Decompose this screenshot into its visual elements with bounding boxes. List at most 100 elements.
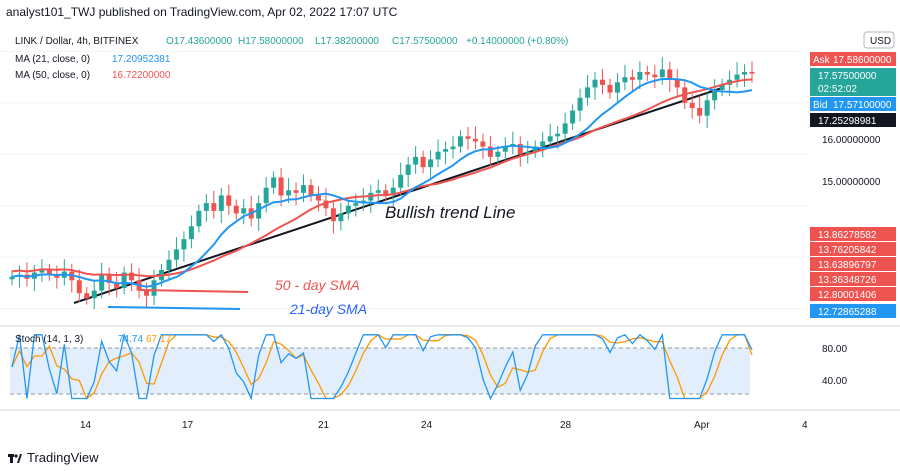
red-level-2: 13.76205842 xyxy=(818,245,877,256)
candle-body xyxy=(278,177,284,196)
candle-body xyxy=(144,290,150,296)
tradingview-brand: TradingView xyxy=(27,450,99,465)
candle-body xyxy=(517,144,523,155)
candle-body xyxy=(39,270,45,273)
candle-body xyxy=(532,146,538,152)
bullish-trend-line xyxy=(73,87,723,304)
candle-body xyxy=(637,72,643,80)
candle-body xyxy=(263,187,269,204)
candle-body xyxy=(121,272,127,288)
close-value: C17.57500000 xyxy=(392,36,458,47)
candle-body xyxy=(390,187,396,196)
candle-body xyxy=(315,195,321,201)
candle-body xyxy=(338,213,344,222)
x-tick-4: 4 xyxy=(802,420,808,431)
x-tick-21: 21 xyxy=(318,420,330,431)
candle-body xyxy=(607,84,613,93)
bid-label: Bid xyxy=(813,100,827,111)
candle-body xyxy=(9,276,15,280)
stoch-d-value: 67.17 xyxy=(146,334,171,345)
change-value: +0.14000000 (+0.80%) xyxy=(466,36,568,47)
candle-body xyxy=(84,293,90,299)
ma50-line xyxy=(11,78,753,278)
candle-body xyxy=(480,141,486,147)
candle-body xyxy=(704,100,710,116)
candle-body xyxy=(540,141,546,147)
price-chart[interactable]: Bullish trend Line 50 - day SMA 21-day S… xyxy=(0,24,900,444)
last-price: 17.57500000 xyxy=(818,71,877,82)
candle-body xyxy=(308,185,314,196)
ma21-legend-label: MA (21, close, 0) xyxy=(15,54,90,65)
high-value: H17.58000000 xyxy=(238,36,304,47)
candle-body xyxy=(734,74,740,80)
candle-body xyxy=(398,174,404,188)
ma21-legend-value: 17.20952381 xyxy=(112,54,171,65)
ma50-legend-label: MA (50, close, 0) xyxy=(15,70,90,81)
footer: TradingView xyxy=(0,444,900,471)
candle-body xyxy=(241,208,247,214)
candle-body xyxy=(644,72,650,75)
candle-body xyxy=(749,72,755,74)
candle-body xyxy=(76,280,82,294)
candle-body xyxy=(151,280,157,296)
red-level-4: 13.36348726 xyxy=(818,275,877,286)
candle-body xyxy=(383,190,389,196)
candle-body xyxy=(450,146,456,150)
candle-body xyxy=(323,200,329,209)
x-tick-17: 17 xyxy=(182,420,194,431)
candle-body xyxy=(435,151,441,160)
candle-body xyxy=(487,146,493,157)
sma50-legend-line xyxy=(139,289,249,293)
stoch-k-value: 74.74 xyxy=(118,334,143,345)
stoch-k-line xyxy=(11,332,753,401)
candle-body xyxy=(405,164,411,175)
currency-label: USD xyxy=(870,36,891,47)
red-level-1: 13.86278582 xyxy=(818,230,877,241)
sma21-legend-line xyxy=(107,306,241,310)
candle-body xyxy=(203,203,209,211)
candle-body xyxy=(652,74,658,78)
stoch-label: Stoch (14, 1, 3) xyxy=(15,334,83,345)
candle-body xyxy=(196,210,202,227)
candle-body xyxy=(719,84,725,90)
stoch-tick-40: 40.00 xyxy=(822,376,847,387)
stoch-band xyxy=(10,348,750,394)
candle-body xyxy=(226,195,232,206)
ask-value: 17.58600000 xyxy=(833,55,892,66)
ma21-tag: 17.25298981 xyxy=(818,116,877,127)
candle-body xyxy=(166,259,172,270)
ma21-tag-box xyxy=(810,113,896,127)
candle-body xyxy=(697,108,703,116)
candle-body xyxy=(547,136,553,142)
candle-body xyxy=(181,239,187,250)
candle-body xyxy=(689,102,695,108)
candle-body xyxy=(614,82,620,93)
stoch-tick-80: 80.00 xyxy=(822,344,847,355)
candle-body xyxy=(188,226,194,240)
candle-body xyxy=(659,69,665,78)
candle-body xyxy=(562,123,568,134)
candle-body xyxy=(173,249,179,260)
candle-body xyxy=(592,79,598,88)
candle-body xyxy=(256,203,262,219)
candle-body xyxy=(345,205,351,214)
red-level-3: 13.63896797 xyxy=(818,260,877,271)
candle-body xyxy=(293,190,299,193)
x-tick-24: 24 xyxy=(421,420,433,431)
candle-body xyxy=(271,177,277,188)
trend-annotation: Bullish trend Line xyxy=(385,203,515,222)
candle-body xyxy=(129,272,135,281)
ma50-legend-value: 16.72200000 xyxy=(112,70,171,81)
candle-body xyxy=(742,72,748,75)
bid-value: 17.57100000 xyxy=(833,100,892,111)
candle-body xyxy=(555,133,561,137)
currency-button[interactable] xyxy=(863,31,895,49)
candle-body xyxy=(375,190,381,193)
candle-body xyxy=(106,275,112,283)
blue-level: 12.72865288 xyxy=(818,307,877,318)
candle-body xyxy=(353,203,359,206)
stoch-d-line xyxy=(11,334,753,400)
tradingview-logo-icon xyxy=(8,454,22,463)
price-tick-15: 15.00000000 xyxy=(822,177,881,188)
candle-body xyxy=(233,205,239,214)
